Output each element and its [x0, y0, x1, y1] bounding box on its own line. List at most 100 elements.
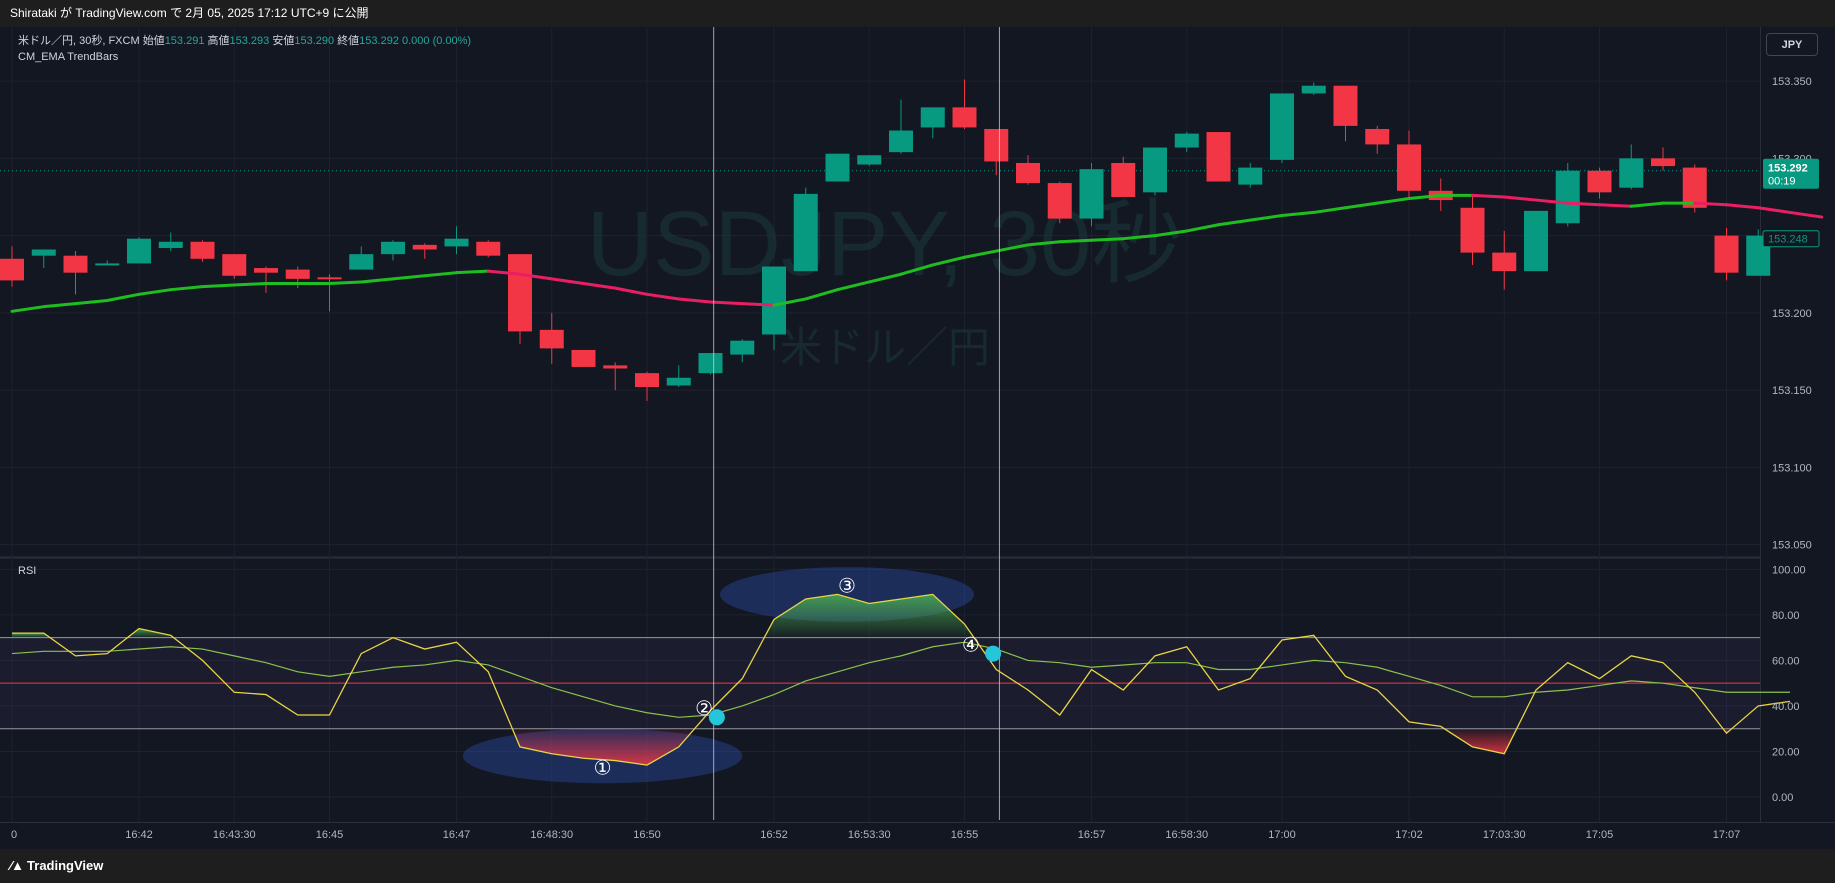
- candle-body: [1301, 85, 1326, 94]
- candle-body: [730, 340, 755, 355]
- open-value: 153.291: [164, 35, 205, 47]
- candle: [1651, 147, 1675, 171]
- candle-body: [920, 107, 945, 128]
- time-tick-label: 16:42: [125, 829, 153, 841]
- time-tick-label: 16:48:30: [530, 829, 573, 841]
- candle-body: [984, 128, 1009, 162]
- candle-body: [31, 249, 56, 256]
- rsi-pane-label[interactable]: RSI: [18, 565, 37, 577]
- time-tick-label: 16:50: [633, 829, 661, 841]
- candle-body: [857, 155, 882, 165]
- candle: [1524, 210, 1548, 272]
- ema-segment: [328, 280, 363, 286]
- chart-area[interactable]: [0, 27, 1835, 849]
- ema-segment: [1407, 193, 1443, 201]
- candle-body: [1079, 169, 1104, 219]
- indicator-name[interactable]: CM_EMA TrendBars: [18, 51, 119, 63]
- ema-segment: [836, 280, 871, 292]
- ema-segment: [1629, 201, 1665, 208]
- ema-segment: [232, 282, 268, 287]
- secondary-price-tag-bg: [1762, 230, 1820, 248]
- candle-body: [1524, 210, 1548, 272]
- ema-segment: [1312, 206, 1347, 214]
- close-label: 終値: [337, 35, 360, 47]
- candle: [190, 240, 215, 262]
- chart-legend: 米ドル／円, 30秒, FXCM 始値153.291 高値153.293 安値1…: [18, 33, 471, 65]
- candle-body: [1270, 93, 1294, 160]
- ema-segment: [1598, 203, 1633, 208]
- candle: [762, 266, 786, 350]
- ema-segment: [772, 297, 808, 307]
- ema-segment: [1058, 238, 1093, 244]
- candle: [254, 266, 278, 293]
- publish-text: Shirataki が TradingView.com で 2月 05, 202…: [10, 6, 369, 20]
- price-axis[interactable]: 153.350153.300153.250153.200153.150153.1…: [1762, 76, 1820, 552]
- ema-segment: [1248, 214, 1284, 222]
- candle: [539, 312, 564, 364]
- ema-line: [10, 193, 1824, 313]
- candle: [1492, 230, 1517, 290]
- ema-segment: [899, 263, 935, 276]
- rsi-overbought-fill: [12, 633, 51, 638]
- candle: [1174, 132, 1199, 153]
- price-tick-label: 153.350: [1772, 76, 1812, 88]
- ema-segment: [1534, 198, 1570, 205]
- ema-segment: [137, 288, 173, 296]
- candle-body: [952, 107, 977, 128]
- ema-segment: [42, 302, 77, 309]
- candle-body: [476, 241, 501, 256]
- time-tick-label: 17:00: [1268, 829, 1296, 841]
- ema-segment: [1026, 240, 1062, 247]
- ema-segment: [1788, 210, 1824, 219]
- candle: [1587, 167, 1612, 199]
- ema-segment: [550, 277, 585, 286]
- tv-logo-icon: ⁄▲: [10, 858, 24, 873]
- rsi-lines: [11, 593, 1791, 766]
- ohlc-line: 米ドル／円, 30秒, FXCM 始値153.291 高値153.293 安値1…: [18, 33, 471, 49]
- ema-segment: [1375, 197, 1411, 205]
- signal-dot: [708, 709, 725, 726]
- ema-segment: [455, 269, 490, 275]
- candle-body: [222, 254, 247, 276]
- tradingview-logo[interactable]: ⁄▲ TradingView: [10, 858, 103, 873]
- candle-body: [412, 244, 437, 250]
- candle: [920, 107, 945, 139]
- rsi-overbought-fill: [127, 628, 174, 638]
- ema-segment: [1344, 201, 1379, 210]
- candle: [1460, 196, 1485, 265]
- rsi-tick-label: 40.00: [1772, 701, 1800, 713]
- candle-body: [603, 365, 628, 369]
- time-tick-label: 16:43:30: [213, 829, 256, 841]
- ema-segment: [1217, 218, 1252, 227]
- candle-body: [0, 258, 24, 281]
- candle-body: [1682, 167, 1707, 208]
- time-tick-label: 16:58:30: [1165, 829, 1208, 841]
- signal-dot: [985, 645, 1002, 662]
- candle: [317, 274, 342, 312]
- currency-button[interactable]: JPY: [1766, 33, 1818, 56]
- candle-body: [127, 238, 151, 264]
- candle-body: [1238, 167, 1263, 185]
- ema-segment: [963, 249, 998, 259]
- time-axis[interactable]: 0 16:42 16:43:30 16:45 16:47 16:48:30 16:50 16:…: [11, 829, 1740, 841]
- candle: [857, 155, 882, 167]
- candle: [95, 260, 120, 266]
- change-value: 0.000 (0.00%): [402, 35, 472, 47]
- price-tick-label: 153.050: [1772, 540, 1812, 552]
- ema-segment: [1693, 201, 1728, 207]
- time-tick-label: 17:03:30: [1483, 829, 1526, 841]
- ema-segment: [1121, 234, 1157, 241]
- ema-segment: [645, 292, 681, 301]
- time-tick-label: 16:57: [1078, 829, 1106, 841]
- candle-body: [1111, 162, 1136, 197]
- vertical-lines: [713, 27, 1000, 820]
- candle: [349, 246, 374, 270]
- candle-body: [1460, 207, 1485, 253]
- candle-body: [635, 373, 659, 388]
- candle-body: [158, 241, 183, 248]
- candle-body: [381, 241, 405, 255]
- candle-body: [254, 268, 278, 273]
- rsi-axis[interactable]: 100.00 80.00 60.00 40.00 20.00 0.00: [1772, 564, 1806, 804]
- current-price-value: 153.292: [1768, 163, 1808, 175]
